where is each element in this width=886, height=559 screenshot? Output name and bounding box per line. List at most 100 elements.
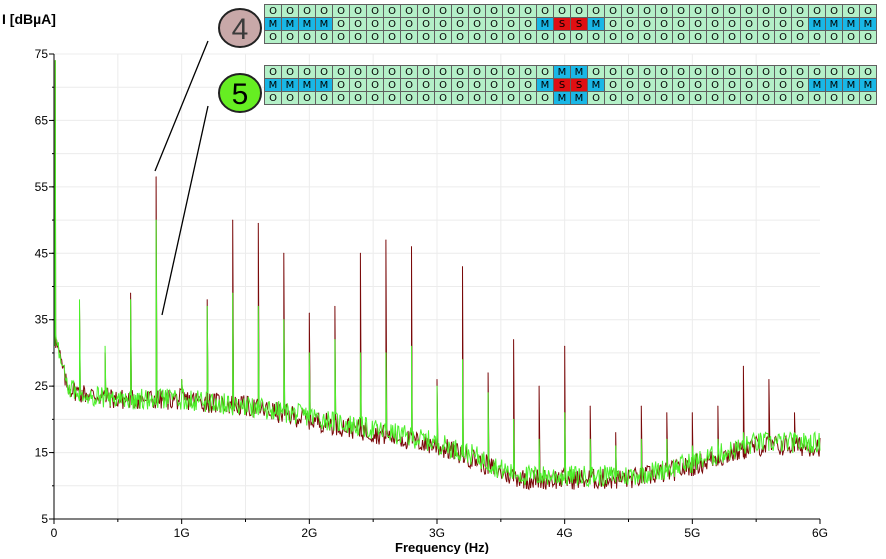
annotation-cell: O bbox=[502, 4, 520, 18]
peak-point-4 bbox=[410, 246, 412, 248]
annotation-cell: S bbox=[553, 78, 571, 92]
annotation-cell: O bbox=[315, 91, 333, 105]
annotation-cell: O bbox=[791, 17, 809, 31]
annotation-cell: O bbox=[689, 65, 707, 79]
x-tick-label: 3G bbox=[429, 526, 445, 540]
annotation-cell: O bbox=[706, 17, 724, 31]
annotation-cell: O bbox=[417, 91, 435, 105]
annotation-cell: M bbox=[281, 17, 299, 31]
annotation-cell: O bbox=[587, 91, 605, 105]
annotation-cell: O bbox=[791, 65, 809, 79]
annotation-cell: O bbox=[604, 30, 622, 44]
annotation-cell: O bbox=[621, 4, 639, 18]
annotation-cell: M bbox=[536, 17, 554, 31]
annotation-cell: O bbox=[774, 30, 792, 44]
annotation-cell: O bbox=[740, 30, 758, 44]
annotation-cell: O bbox=[757, 4, 775, 18]
annotation-cell: M bbox=[587, 17, 605, 31]
annotation-cell: O bbox=[281, 91, 299, 105]
annotation-cell: O bbox=[706, 4, 724, 18]
peak-point-5 bbox=[410, 345, 412, 347]
annotation-cell: O bbox=[298, 91, 316, 105]
annotation-cell: O bbox=[587, 4, 605, 18]
peak-point-5 bbox=[232, 292, 234, 294]
annotation-cell: O bbox=[332, 4, 350, 18]
annotation-cell: O bbox=[434, 4, 452, 18]
x-tick-label: 0 bbox=[51, 526, 58, 540]
annotation-cell: O bbox=[366, 65, 384, 79]
annotation-cell: O bbox=[519, 78, 537, 92]
annotation-cell: O bbox=[757, 78, 775, 92]
annotation-cell: O bbox=[638, 17, 656, 31]
annotation-cell: O bbox=[757, 17, 775, 31]
annotation-cell: O bbox=[689, 4, 707, 18]
annotation-cell: M bbox=[264, 17, 282, 31]
annotation-cell: O bbox=[519, 30, 537, 44]
annotation-cell: O bbox=[723, 30, 741, 44]
annotation-cell: S bbox=[553, 17, 571, 31]
annotation-cell: O bbox=[485, 78, 503, 92]
peak-point-4 bbox=[589, 405, 591, 407]
peak-point-4 bbox=[487, 372, 489, 374]
axes-layer: 5 15 25 35 45 55 65 75 0 1G 2G 3G 4G 5G 6G bbox=[35, 47, 828, 540]
peak-point-4 bbox=[717, 405, 719, 407]
series-line-5 bbox=[53, 60, 821, 488]
annotation-cell: O bbox=[757, 65, 775, 79]
annotation-cell: O bbox=[451, 78, 469, 92]
y-tick-label: 35 bbox=[35, 313, 49, 327]
annotation-cell: O bbox=[417, 4, 435, 18]
annotation-cell: O bbox=[672, 30, 690, 44]
annotation-cell: O bbox=[638, 91, 656, 105]
peak-point-5 bbox=[308, 352, 310, 354]
peak-point-5 bbox=[564, 412, 566, 414]
annotation-cell: O bbox=[706, 78, 724, 92]
annotation-cell: O bbox=[536, 65, 554, 79]
annotation-cell: O bbox=[859, 4, 877, 18]
annotation-cell: O bbox=[689, 17, 707, 31]
annotation-cell: O bbox=[366, 17, 384, 31]
annotation-cell: O bbox=[451, 17, 469, 31]
annotation-cell: S bbox=[570, 78, 588, 92]
annotation-cell: O bbox=[689, 30, 707, 44]
annotation-cell: O bbox=[587, 65, 605, 79]
peak-point-4 bbox=[385, 239, 387, 241]
annotation-cell: O bbox=[502, 30, 520, 44]
annotation-cell: O bbox=[672, 17, 690, 31]
annotation-cell: O bbox=[536, 4, 554, 18]
annotation-cell: O bbox=[502, 17, 520, 31]
peak-point-5 bbox=[436, 385, 438, 387]
peak-point-5 bbox=[768, 438, 770, 440]
annotation-cell: O bbox=[825, 30, 843, 44]
annotation-cell: O bbox=[723, 78, 741, 92]
peak-point-4 bbox=[232, 219, 234, 221]
annotation-cell: M bbox=[842, 17, 860, 31]
annotation-cell: M bbox=[859, 17, 877, 31]
annotation-cell: O bbox=[638, 78, 656, 92]
annotation-cell: O bbox=[774, 17, 792, 31]
annotation-cell: O bbox=[655, 91, 673, 105]
x-tick-label: 4G bbox=[557, 526, 573, 540]
annotation-cell: M bbox=[264, 78, 282, 92]
annotation-cell: O bbox=[434, 17, 452, 31]
annotation-cell: O bbox=[366, 78, 384, 92]
annotation-cell: O bbox=[451, 4, 469, 18]
annotation-cell: O bbox=[842, 4, 860, 18]
y-tick-label: 25 bbox=[35, 379, 49, 393]
annotation-cell: O bbox=[383, 91, 401, 105]
annotation-cell: M bbox=[570, 91, 588, 105]
annotation-cell: O bbox=[655, 30, 673, 44]
annotation-cell: O bbox=[315, 30, 333, 44]
annotation-cell: O bbox=[825, 91, 843, 105]
peak-point-4 bbox=[742, 365, 744, 367]
annotation-cell: O bbox=[451, 30, 469, 44]
peak-point-4 bbox=[308, 312, 310, 314]
annotation-cell: O bbox=[757, 91, 775, 105]
peak-point-4 bbox=[155, 176, 157, 178]
annotation-cell: M bbox=[553, 65, 571, 79]
